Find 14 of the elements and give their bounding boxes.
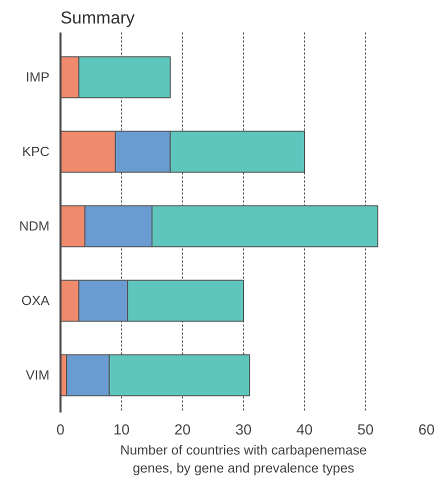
y-tick-label: VIM: [26, 368, 50, 383]
x-tick-label: 20: [174, 422, 191, 438]
x-tick-label: 60: [418, 422, 435, 438]
y-tick-label: OXA: [21, 293, 50, 308]
y-tick-label: KPC: [22, 144, 50, 160]
y-tick-label: NDM: [19, 218, 50, 234]
x-tick-label: 30: [235, 422, 252, 438]
x-tick-label: 40: [296, 422, 313, 438]
x-tick-label: 0: [56, 422, 65, 438]
x-tick-label: 50: [357, 422, 374, 438]
x-tick-label: 10: [113, 422, 130, 438]
y-tick-label: IMP: [26, 70, 50, 85]
x-axis-title: Number of countries with carbapenemase genes, by gene and prevalence types: [120, 442, 367, 476]
chart-title: Summary: [60, 8, 135, 28]
